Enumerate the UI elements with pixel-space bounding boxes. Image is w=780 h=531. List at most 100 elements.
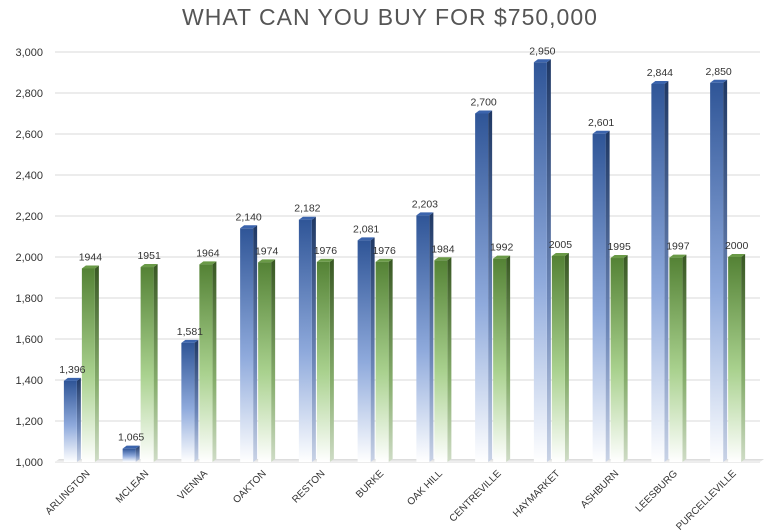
bar-top bbox=[493, 255, 511, 259]
bar-top bbox=[669, 254, 687, 258]
bar-top bbox=[728, 254, 746, 257]
bar bbox=[669, 257, 683, 462]
bar-top bbox=[533, 59, 551, 63]
bar-top bbox=[357, 237, 375, 241]
x-tick-label: OAKTON bbox=[231, 468, 269, 506]
x-tick-label: LEESBURG bbox=[634, 468, 680, 514]
bar-side bbox=[271, 259, 276, 462]
bar-top bbox=[140, 264, 158, 268]
bar-side bbox=[682, 254, 687, 462]
data-label: 2,081 bbox=[353, 223, 379, 235]
bar bbox=[651, 83, 665, 462]
bar-top bbox=[181, 339, 199, 343]
bar-top bbox=[199, 261, 217, 265]
bar-series-2 bbox=[493, 255, 511, 462]
bar bbox=[357, 240, 371, 462]
data-label: 1992 bbox=[490, 242, 514, 254]
bar-side bbox=[194, 339, 199, 462]
bar-top bbox=[434, 257, 452, 261]
bar-series-1 bbox=[475, 110, 493, 462]
data-label: 1,065 bbox=[118, 432, 144, 444]
bar-series-2 bbox=[199, 261, 217, 462]
bar-top bbox=[63, 377, 81, 381]
bar bbox=[416, 215, 430, 462]
bar bbox=[81, 268, 95, 462]
bar-side bbox=[388, 258, 393, 462]
bar bbox=[375, 261, 389, 462]
bar-series-1 bbox=[710, 79, 728, 462]
data-label: 2,182 bbox=[294, 203, 320, 215]
bar bbox=[240, 228, 254, 462]
bar-top bbox=[298, 216, 316, 220]
bar-series-1 bbox=[122, 445, 140, 462]
bar bbox=[63, 380, 77, 462]
bar-series-2 bbox=[434, 257, 452, 462]
bar-series-2 bbox=[669, 254, 687, 462]
bar bbox=[592, 133, 606, 463]
y-tick-label: 1,000 bbox=[15, 457, 43, 469]
bar-series-1 bbox=[533, 59, 551, 462]
x-tick-label: CENTREVILLE bbox=[448, 468, 504, 524]
data-label: 2005 bbox=[549, 239, 573, 251]
bar-top bbox=[475, 110, 493, 114]
bar-top bbox=[610, 255, 628, 259]
data-label: 2000 bbox=[725, 240, 749, 252]
bar-top bbox=[240, 225, 258, 229]
data-label: 2,203 bbox=[412, 198, 438, 210]
bar-series-1 bbox=[357, 237, 375, 462]
data-label: 1,396 bbox=[59, 364, 85, 376]
bar-top bbox=[81, 265, 99, 269]
data-label: 1964 bbox=[196, 247, 220, 259]
data-label: 1951 bbox=[137, 250, 161, 262]
x-tick-label: MCLEAN bbox=[114, 468, 151, 505]
data-label: 1984 bbox=[431, 243, 455, 255]
bar-series-2 bbox=[610, 255, 628, 462]
x-tick-label: RESTON bbox=[290, 468, 327, 505]
y-tick-label: 1,600 bbox=[15, 334, 43, 346]
bar-top bbox=[316, 258, 334, 262]
bar-series-1 bbox=[592, 130, 610, 463]
bar-side bbox=[723, 79, 728, 462]
bar-side bbox=[506, 255, 511, 462]
bar-side bbox=[605, 130, 610, 463]
bar-series-2 bbox=[375, 258, 393, 462]
bar-series-2 bbox=[140, 264, 158, 462]
data-label: 1995 bbox=[607, 241, 631, 253]
y-tick-label: 3,000 bbox=[15, 47, 43, 59]
bar-side bbox=[564, 252, 569, 462]
y-tick-label: 2,200 bbox=[15, 211, 43, 223]
bar bbox=[533, 62, 547, 462]
bar-side bbox=[429, 212, 434, 462]
bar-top bbox=[258, 259, 276, 263]
x-tick-label: HAYMARKET bbox=[511, 468, 562, 519]
bar bbox=[298, 219, 312, 462]
bar-side bbox=[153, 264, 158, 462]
y-tick-label: 2,400 bbox=[15, 170, 43, 182]
bar bbox=[475, 113, 489, 462]
bar-top bbox=[651, 80, 669, 84]
bar-top bbox=[551, 252, 569, 256]
data-label: 2,850 bbox=[705, 66, 731, 78]
y-tick-label: 2,000 bbox=[15, 252, 43, 264]
bar-series-1 bbox=[298, 216, 316, 462]
bar-side bbox=[447, 257, 452, 462]
bar-top bbox=[416, 212, 434, 216]
bar-series-2 bbox=[551, 252, 569, 462]
bar-series-1 bbox=[181, 339, 199, 462]
x-tick-label: VIENNA bbox=[176, 468, 210, 502]
data-label: 2,844 bbox=[647, 67, 673, 79]
y-tick-label: 1,800 bbox=[15, 293, 43, 305]
bar-top bbox=[592, 130, 610, 134]
x-tick-label: OAK HILL bbox=[405, 468, 445, 508]
bar-top bbox=[375, 258, 393, 262]
x-tick-label: BURKE bbox=[354, 468, 386, 500]
bar bbox=[316, 261, 330, 462]
bar-series-2 bbox=[258, 259, 276, 462]
bar-series-1 bbox=[651, 80, 669, 462]
bar bbox=[728, 257, 742, 462]
bar-side bbox=[623, 255, 628, 462]
bar-side bbox=[488, 110, 493, 462]
bar-series-2 bbox=[728, 254, 746, 462]
bar-series-1 bbox=[63, 377, 81, 462]
